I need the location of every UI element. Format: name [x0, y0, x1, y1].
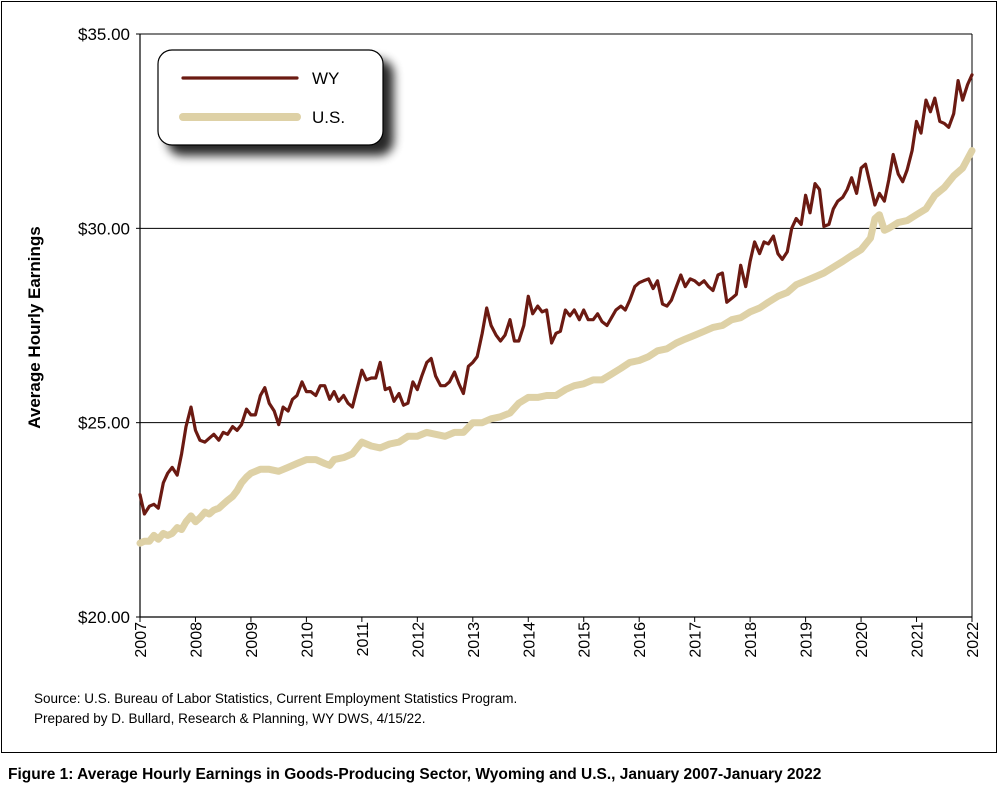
- legend-box: [157, 49, 384, 146]
- y-tick-label: $35.00: [78, 25, 130, 44]
- prepared-by-note: Prepared by D. Bullard, Research & Plann…: [34, 711, 426, 726]
- x-tick-label: 2020: [854, 622, 871, 658]
- x-tick-label: 2018: [743, 622, 760, 658]
- figure-frame: [1, 1, 997, 753]
- y-axis-title: Average Hourly Earnings: [25, 226, 44, 429]
- y-tick-label: $30.00: [78, 219, 130, 238]
- x-tick-label: 2014: [521, 622, 538, 658]
- y-tick-label: $20.00: [78, 608, 130, 627]
- x-tick-label: 2019: [799, 622, 816, 658]
- x-tick-label: 2010: [299, 622, 316, 658]
- x-tick-label: 2015: [577, 622, 594, 658]
- x-tick-label: 2011: [355, 622, 372, 657]
- source-note: Source: U.S. Bureau of Labor Statistics,…: [34, 691, 518, 706]
- x-tick-label: 2009: [244, 622, 261, 658]
- y-tick-label: $25.00: [78, 414, 130, 433]
- x-tick-label: 2013: [466, 622, 483, 658]
- x-tick-label: 2022: [965, 622, 982, 658]
- x-tick-label: 2017: [688, 622, 705, 658]
- legend-label-wy: WY: [312, 69, 339, 88]
- legend-label-us: U.S.: [312, 108, 345, 127]
- series-line-us: [136, 147, 976, 547]
- x-tick-label: 2007: [133, 622, 150, 658]
- x-tick-label: 2016: [632, 622, 649, 658]
- series-line-wy: [138, 73, 974, 516]
- x-tick-label: 2012: [410, 622, 427, 658]
- x-tick-label: 2021: [910, 622, 927, 658]
- x-tick-label: 2008: [188, 622, 205, 658]
- figure-caption: Figure 1: Average Hourly Earnings in Goo…: [8, 766, 822, 783]
